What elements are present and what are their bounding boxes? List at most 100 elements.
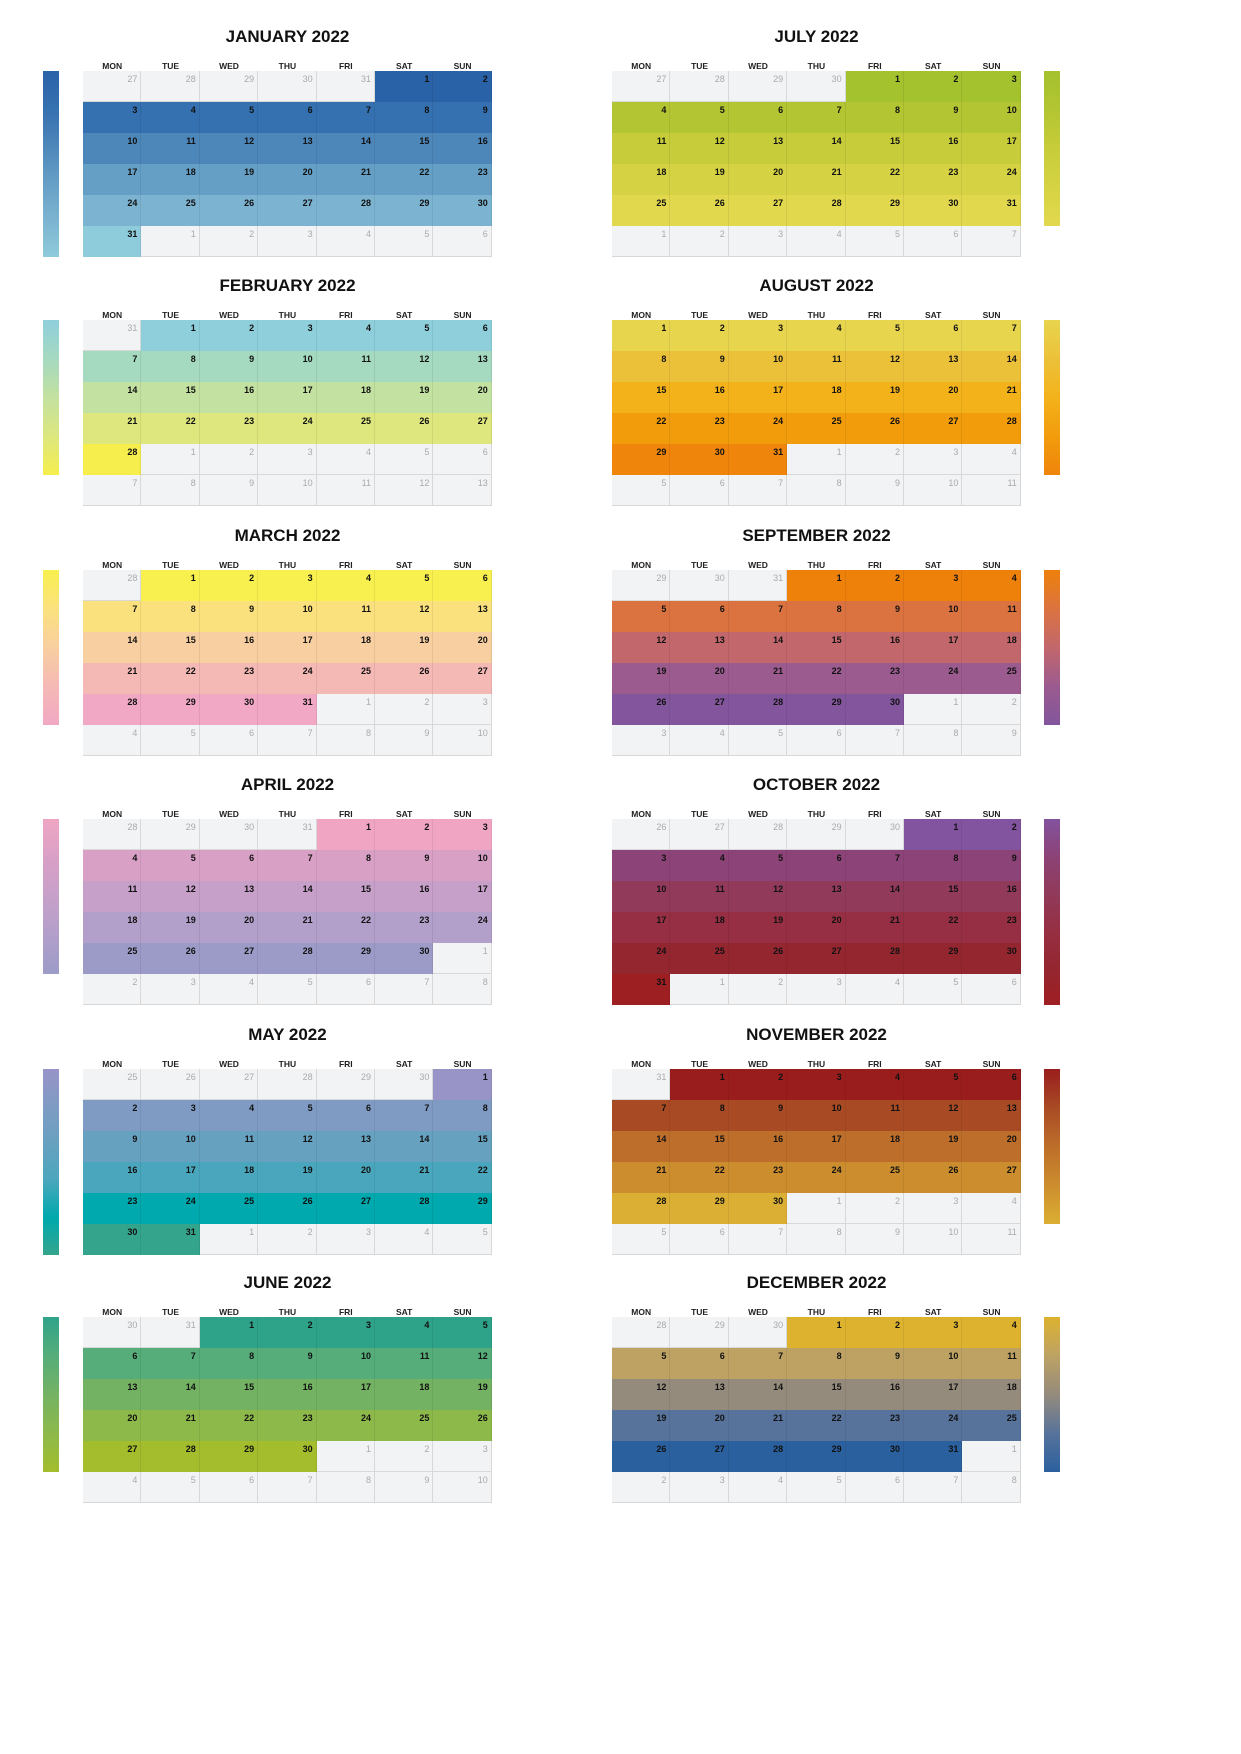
day-cell[interactable]: 29: [612, 444, 671, 475]
adjacent-month-day-cell[interactable]: 1: [670, 974, 729, 1005]
adjacent-month-day-cell[interactable]: 4: [670, 725, 729, 756]
adjacent-month-day-cell[interactable]: 8: [141, 475, 200, 506]
day-cell[interactable]: 5: [375, 570, 434, 601]
day-cell[interactable]: 20: [316, 1162, 375, 1193]
day-cell[interactable]: 15: [787, 1379, 846, 1410]
day-cell[interactable]: 10: [904, 601, 963, 632]
day-cell[interactable]: 18: [845, 1131, 904, 1162]
day-cell[interactable]: 23: [845, 1410, 904, 1441]
day-cell[interactable]: 13: [787, 881, 846, 912]
day-cell[interactable]: 20: [83, 1410, 142, 1441]
adjacent-month-day-cell[interactable]: 11: [316, 475, 375, 506]
day-cell[interactable]: 1: [199, 1317, 259, 1348]
adjacent-month-day-cell[interactable]: 9: [199, 475, 259, 506]
day-cell[interactable]: 16: [904, 133, 963, 164]
day-cell[interactable]: 24: [612, 943, 671, 974]
adjacent-month-day-cell[interactable]: 29: [316, 1069, 375, 1100]
adjacent-month-day-cell[interactable]: 6: [670, 475, 729, 506]
adjacent-month-day-cell[interactable]: 2: [375, 1441, 434, 1472]
adjacent-month-day-cell[interactable]: 2: [612, 1472, 671, 1503]
day-cell[interactable]: 4: [845, 1069, 904, 1100]
day-cell[interactable]: 15: [787, 632, 846, 663]
day-cell[interactable]: 9: [199, 351, 259, 382]
day-cell[interactable]: 18: [670, 912, 729, 943]
adjacent-month-day-cell[interactable]: 31: [728, 570, 788, 601]
adjacent-month-day-cell[interactable]: 5: [845, 226, 904, 257]
day-cell[interactable]: 4: [962, 1317, 1021, 1348]
day-cell[interactable]: 28: [141, 1441, 200, 1472]
day-cell[interactable]: 12: [258, 1131, 317, 1162]
day-cell[interactable]: 18: [316, 382, 375, 413]
adjacent-month-day-cell[interactable]: 4: [375, 1224, 434, 1255]
day-cell[interactable]: 3: [258, 570, 317, 601]
day-cell[interactable]: 20: [787, 912, 846, 943]
day-cell[interactable]: 10: [316, 1348, 375, 1379]
day-cell[interactable]: 19: [258, 1162, 317, 1193]
day-cell[interactable]: 11: [787, 351, 846, 382]
adjacent-month-day-cell[interactable]: 28: [670, 71, 729, 102]
day-cell[interactable]: 13: [670, 1379, 729, 1410]
day-cell[interactable]: 8: [433, 1100, 492, 1131]
day-cell[interactable]: 7: [845, 850, 904, 881]
adjacent-month-day-cell[interactable]: 2: [199, 444, 259, 475]
day-cell[interactable]: 7: [258, 850, 317, 881]
day-cell[interactable]: 31: [83, 226, 142, 257]
adjacent-month-day-cell[interactable]: 4: [787, 226, 846, 257]
day-cell[interactable]: 26: [258, 1193, 317, 1224]
day-cell[interactable]: 31: [962, 195, 1021, 226]
day-cell[interactable]: 21: [316, 164, 375, 195]
adjacent-month-day-cell[interactable]: 3: [904, 444, 963, 475]
day-cell[interactable]: 7: [83, 601, 142, 632]
day-cell[interactable]: 4: [316, 570, 375, 601]
adjacent-month-day-cell[interactable]: 26: [612, 819, 671, 850]
adjacent-month-day-cell[interactable]: 6: [787, 725, 846, 756]
adjacent-month-day-cell[interactable]: 5: [612, 475, 671, 506]
adjacent-month-day-cell[interactable]: 5: [787, 1472, 846, 1503]
day-cell[interactable]: 3: [83, 102, 142, 133]
day-cell[interactable]: 13: [433, 351, 492, 382]
day-cell[interactable]: 29: [433, 1193, 492, 1224]
adjacent-month-day-cell[interactable]: 29: [612, 570, 671, 601]
day-cell[interactable]: 2: [670, 320, 729, 351]
adjacent-month-day-cell[interactable]: 29: [728, 71, 788, 102]
day-cell[interactable]: 16: [83, 1162, 142, 1193]
day-cell[interactable]: 14: [612, 1131, 671, 1162]
day-cell[interactable]: 18: [83, 912, 142, 943]
day-cell[interactable]: 4: [962, 570, 1021, 601]
day-cell[interactable]: 27: [433, 413, 492, 444]
day-cell[interactable]: 18: [612, 164, 671, 195]
day-cell[interactable]: 19: [199, 164, 259, 195]
day-cell[interactable]: 26: [141, 943, 200, 974]
day-cell[interactable]: 17: [612, 912, 671, 943]
adjacent-month-day-cell[interactable]: 27: [670, 819, 729, 850]
day-cell[interactable]: 16: [845, 1379, 904, 1410]
adjacent-month-day-cell[interactable]: 5: [612, 1224, 671, 1255]
day-cell[interactable]: 11: [199, 1131, 259, 1162]
adjacent-month-day-cell[interactable]: 6: [670, 1224, 729, 1255]
adjacent-month-day-cell[interactable]: 1: [612, 226, 671, 257]
day-cell[interactable]: 25: [199, 1193, 259, 1224]
day-cell[interactable]: 22: [787, 1410, 846, 1441]
adjacent-month-day-cell[interactable]: 5: [141, 1472, 200, 1503]
day-cell[interactable]: 6: [670, 1348, 729, 1379]
day-cell[interactable]: 25: [316, 663, 375, 694]
day-cell[interactable]: 7: [83, 351, 142, 382]
day-cell[interactable]: 3: [904, 570, 963, 601]
adjacent-month-day-cell[interactable]: 3: [728, 226, 788, 257]
day-cell[interactable]: 6: [316, 1100, 375, 1131]
day-cell[interactable]: 26: [845, 413, 904, 444]
adjacent-month-day-cell[interactable]: 1: [962, 1441, 1021, 1472]
day-cell[interactable]: 23: [845, 663, 904, 694]
day-cell[interactable]: 27: [670, 694, 729, 725]
day-cell[interactable]: 14: [962, 351, 1021, 382]
day-cell[interactable]: 15: [375, 133, 434, 164]
day-cell[interactable]: 10: [904, 1348, 963, 1379]
day-cell[interactable]: 8: [845, 102, 904, 133]
day-cell[interactable]: 26: [433, 1410, 492, 1441]
day-cell[interactable]: 30: [199, 694, 259, 725]
day-cell[interactable]: 5: [258, 1100, 317, 1131]
day-cell[interactable]: 29: [787, 694, 846, 725]
day-cell[interactable]: 15: [199, 1379, 259, 1410]
day-cell[interactable]: 25: [316, 413, 375, 444]
adjacent-month-day-cell[interactable]: 8: [787, 1224, 846, 1255]
